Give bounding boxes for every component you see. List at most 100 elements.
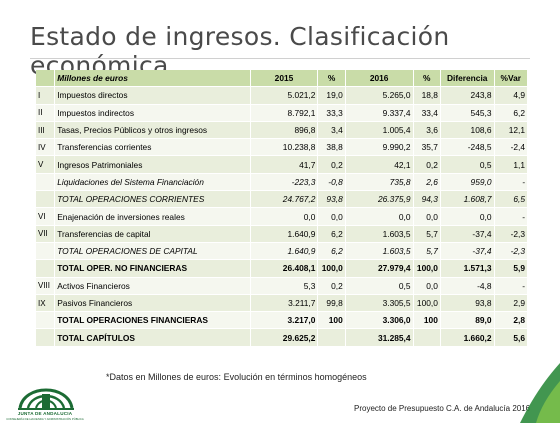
row-pct-2015: 3,4 [317,121,346,140]
row-2016: 1.603,5 [345,242,414,261]
row-pct-2015: 100,0 [317,259,346,278]
table-row: IV Transferencias corrientes 10.238,8 38,8 9… [36,138,529,157]
table-row: Liquidaciones del Sistema Financiación -2… [36,173,529,192]
row-diff: -248,5 [440,138,495,157]
row-diff: 0,0 [440,207,495,226]
row-label: Transferencias corrientes [54,138,251,157]
row-2016: 0,5 [345,277,414,295]
row-pct-2016: 0,0 [413,277,441,295]
row-pct-2016: 3,6 [413,121,441,140]
row-label: Impuestos directos [54,86,251,105]
row-var: 2,9 [494,294,529,313]
row-var: 2,8 [494,311,529,330]
table-row: V Ingresos Patrimoniales 41,7 0,2 42,1 0,2 0,5… [36,155,529,174]
logo-text: JUNTA DE ANDALUCIA [17,411,73,416]
row-diff: 959,0 [440,173,495,192]
table-row: VI Enajenación de inversiones reales 0,0 0,… [36,207,529,226]
row-pct-2015: 0,0 [317,207,346,226]
row-pct-2016: 100 [413,311,441,330]
row-var: 4,9 [494,86,529,105]
row-2015: 1.640,9 [250,242,319,261]
row-label: Activos Financieros [54,277,251,295]
row-label: Tasas, Precios Públicos y otros ingresos [54,121,251,140]
row-pct-2016: 33,4 [413,104,441,122]
row-2015: 3.217,0 [250,311,319,330]
row-diff: 1.571,3 [440,259,495,278]
row-label: Impuestos indirectos [54,104,251,122]
row-label: TOTAL CAPÍTULOS [54,328,251,347]
header-pct-2015: % [317,70,346,88]
row-label: Liquidaciones del Sistema Financiación [54,173,251,192]
table-row: II Impuestos indirectos 8.792,1 33,3 9.337,4… [36,104,529,122]
row-num: V [36,155,56,174]
row-label: Ingresos Patrimoniales [54,155,251,174]
row-pct-2016 [413,328,441,347]
row-2016: 3.306,0 [345,311,414,330]
row-2015: -223,3 [250,173,319,192]
table-header-row: Millones de euros 2015 % 2016 % Diferenc… [36,70,529,88]
green-wave-decoration [520,363,560,423]
table-row: VII Transferencias de capital 1.640,9 6,2 1.… [36,225,529,243]
row-diff: -37,4 [440,242,495,261]
junta-andalucia-logo-icon [18,388,74,410]
row-var: - [494,277,529,295]
row-diff: 1.608,7 [440,190,495,209]
row-var: 5,6 [494,328,529,347]
row-var: -2,4 [494,138,529,157]
footer-text: Proyecto de Presupuesto C.A. de Andalucí… [354,404,531,413]
title-divider [30,58,530,59]
row-pct-2015: 99,8 [317,294,346,313]
row-num [36,173,56,192]
header-var: %Var [494,70,529,88]
header-diff: Diferencia [440,70,495,88]
row-diff: 243,8 [440,86,495,105]
row-pct-2016: 35,7 [413,138,441,157]
row-var: - [494,207,529,226]
row-2016: 31.285,4 [345,328,414,347]
table-row: I Impuestos directos 5.021,2 19,0 5.265,0 18,… [36,86,529,105]
row-pct-2015: 0,2 [317,155,346,174]
row-num [36,242,56,261]
page-title: Estado de ingresos. Clasificación económ… [30,22,450,80]
row-2015: 29.625,2 [250,328,319,347]
row-num: IV [36,138,56,157]
row-label: TOTAL OPERACIONES DE CAPITAL [54,242,251,261]
row-diff: 1.660,2 [440,328,495,347]
row-pct-2016: 2,6 [413,173,441,192]
row-2016: 5.265,0 [345,86,414,105]
row-2015: 26.408,1 [250,259,319,278]
table-row: TOTAL OPERACIONES FINANCIERAS 3.217,0 100 3… [36,311,529,330]
row-num: VII [36,225,56,243]
row-label: Enajenación de inversiones reales [54,207,251,226]
row-var: 1,1 [494,155,529,174]
row-label: TOTAL OPER. NO FINANCIERAS [54,259,251,278]
row-pct-2016: 0,0 [413,207,441,226]
header-label-text: Millones de euros [57,73,128,84]
row-num: II [36,104,56,122]
row-num: VI [36,207,56,226]
table-row: TOTAL OPERACIONES CORRIENTES 24.767,2 93,8… [36,190,529,209]
row-2015: 5,3 [250,277,319,295]
row-2015: 896,8 [250,121,319,140]
row-2015: 8.792,1 [250,104,319,122]
row-2016: 9.990,2 [345,138,414,157]
row-2015: 5.021,2 [250,86,319,105]
row-diff: 89,0 [440,311,495,330]
row-pct-2015: 38,8 [317,138,346,157]
row-2015: 41,7 [250,155,319,174]
row-num [36,328,56,347]
row-pct-2015: 33,3 [317,104,346,122]
row-pct-2016: 100,0 [413,259,441,278]
row-num: VIII [36,277,56,295]
row-label: TOTAL OPERACIONES FINANCIERAS [54,311,251,330]
row-2016: 26.375,9 [345,190,414,209]
footnote: *Datos en Millones de euros: Evolución e… [106,372,367,382]
row-diff: -4,8 [440,277,495,295]
row-var: 6,2 [494,104,529,122]
row-var: -2,3 [494,225,529,243]
row-num [36,259,56,278]
row-pct-2015: 6,2 [317,242,346,261]
row-num [36,311,56,330]
row-var: 6,5 [494,190,529,209]
row-2016: 42,1 [345,155,414,174]
